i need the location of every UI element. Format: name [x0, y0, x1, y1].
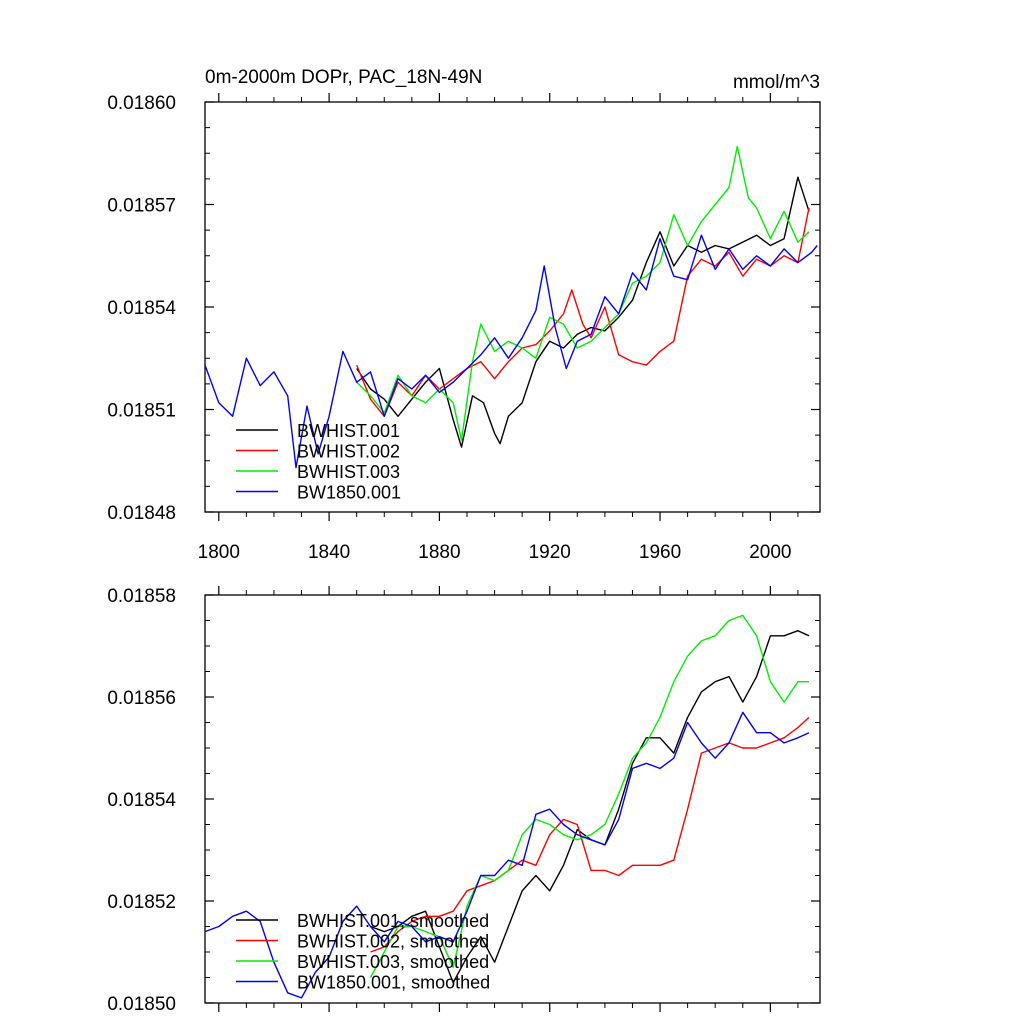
chart-units: mmol/m^3: [733, 72, 820, 93]
legend-label: BW1850.001: [297, 483, 401, 503]
x-tick-label: 1800: [198, 542, 240, 563]
y-tick-label: 0.01852: [107, 892, 176, 913]
legend-label: BWHIST.002: [297, 442, 400, 462]
series-line-bw1850-001: [204, 234, 818, 469]
legend-label: BW1850.001, smoothed: [297, 973, 490, 993]
y-tick-label: 0.01854: [107, 790, 176, 811]
y-tick-label: 0.01857: [107, 196, 176, 217]
x-tick-label: 1920: [529, 542, 571, 563]
y-tick-label: 0.01858: [107, 586, 176, 607]
legend-label: BWHIST.003, smoothed: [297, 952, 489, 972]
chart-title: 0m-2000m DOPr, PAC_18N-49N: [205, 67, 482, 88]
series-line-bwhist-001: [356, 176, 810, 448]
series-line-bwhist-003-smoothed: [369, 614, 809, 978]
series-line-bwhist-003: [356, 145, 810, 441]
y-tick-label: 0.01851: [107, 401, 176, 422]
legend-label: BWHIST.002, smoothed: [297, 932, 489, 952]
y-tick-label: 0.01850: [107, 994, 176, 1015]
legend-label: BWHIST.003: [297, 462, 400, 482]
legend-label: BWHIST.001, smoothed: [297, 911, 489, 931]
x-tick-label: 2000: [749, 542, 791, 563]
series-line-bw1850-001-smoothed: [204, 711, 810, 999]
series-line-bwhist-002: [356, 207, 810, 417]
y-tick-label: 0.01848: [107, 503, 176, 524]
legend-label: BWHIST.001: [297, 421, 400, 441]
y-tick-label: 0.01860: [107, 93, 176, 114]
plot-panel-2: 0.01850 0.01852 0.01854 0.01856 0.01858 BWHIS…: [107, 586, 821, 1015]
x-tick-label: 1960: [639, 542, 681, 563]
plot-panel-1: 0.01848 0.01851 0.01854 0.01857 0.01860 1800 1…: [107, 93, 821, 563]
x-tick-label: 1880: [418, 542, 460, 563]
y-tick-label: 0.01854: [107, 298, 176, 319]
y-tick-label: 0.01856: [107, 688, 176, 709]
x-tick-label: 1840: [308, 542, 350, 563]
series-line-bwhist-002-smoothed: [370, 716, 810, 953]
